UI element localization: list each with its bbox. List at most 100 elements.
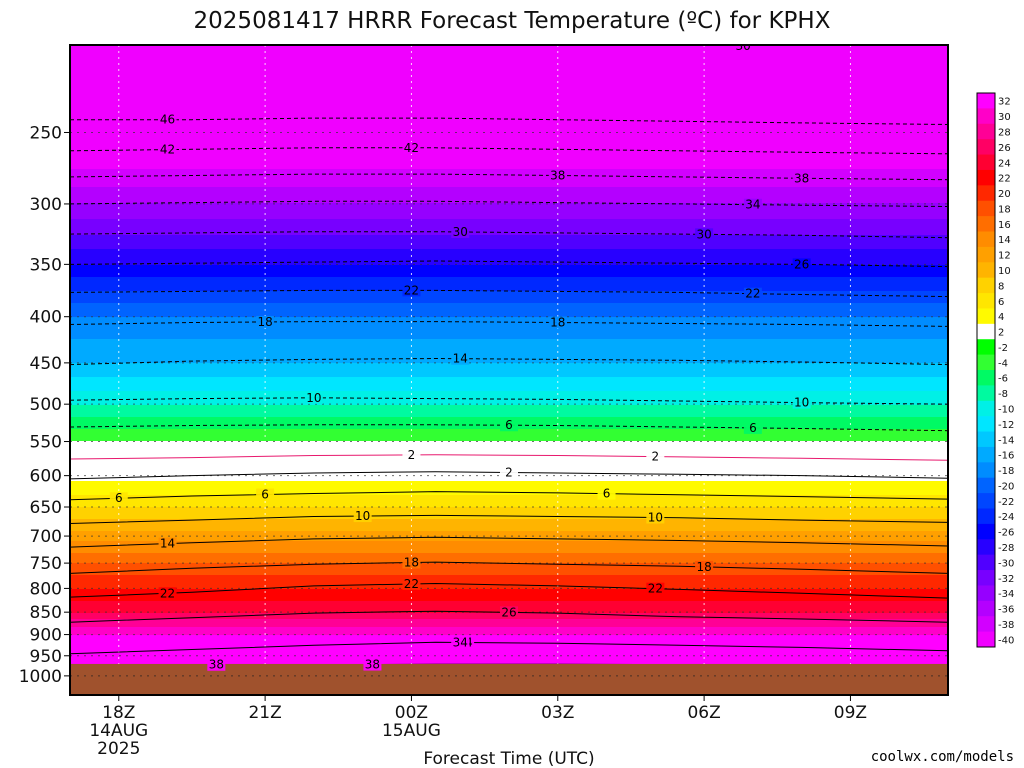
isotherm-label-text: 22: [648, 582, 663, 596]
temperature-band: [70, 289, 948, 292]
isotherm-line: [70, 117, 948, 125]
temperature-band: [70, 277, 948, 280]
temperature-band: [70, 379, 948, 382]
temperature-band: [70, 539, 948, 542]
isotherm-line: [70, 231, 948, 239]
y-tick-label: 650: [30, 498, 62, 518]
colorbar-label: -36: [998, 605, 1014, 616]
isotherm-label: 2: [500, 465, 518, 479]
isotherm-line: [70, 260, 948, 268]
colorbar-label: 20: [998, 189, 1011, 200]
colorbar-label: -24: [998, 512, 1014, 523]
isotherm-label-text: 6: [749, 421, 757, 435]
isotherm-label-bg: [743, 198, 762, 211]
temperature-band: [70, 47, 948, 50]
temperature-band: [70, 129, 948, 132]
temperature-band: [70, 397, 948, 400]
isotherm-line: [70, 454, 948, 461]
temperature-band: [70, 67, 948, 70]
temperature-band: [70, 167, 948, 170]
temperature-band: [70, 201, 948, 204]
isotherm-line: [70, 397, 948, 405]
temperature-band: [70, 347, 948, 350]
temperature-band: [70, 45, 948, 48]
isotherm-label-text: 30: [696, 227, 711, 241]
chart-title: 2025081417 HRRR Forecast Temperature (ºC…: [194, 8, 831, 34]
isotherm-line: [70, 641, 948, 655]
isotherm-line: [70, 147, 948, 155]
colorbar-swatch: [977, 477, 995, 494]
isotherm-label-bg: [451, 352, 470, 365]
isotherm-label-text: 46: [160, 113, 175, 127]
temperature-band: [70, 169, 948, 172]
isotherm-label-bg: [451, 225, 470, 238]
temperature-band: [70, 657, 948, 660]
temperature-band: [70, 61, 948, 64]
temperature-band: [70, 561, 948, 564]
temperature-band: [70, 137, 948, 140]
temperature-band: [70, 195, 948, 198]
temperature-band: [70, 73, 948, 76]
temperature-band: [70, 123, 948, 126]
temperature-band: [70, 355, 948, 358]
temperature-band: [70, 339, 948, 342]
temperature-band: [70, 301, 948, 304]
temperature-band: [70, 549, 948, 552]
isotherm-label-bg: [256, 488, 275, 501]
temperature-band: [70, 645, 948, 648]
temperature-band: [70, 235, 948, 238]
y-tick-label: 700: [30, 527, 62, 547]
temperature-band: [70, 245, 948, 248]
colorbar-swatch: [977, 616, 995, 633]
colorbar-swatch: [977, 277, 995, 294]
isotherm-label-text: 22: [745, 287, 760, 301]
temperature-band: [70, 575, 948, 578]
isotherm-label-bg: [500, 606, 518, 619]
isotherm-label-bg: [646, 582, 665, 595]
temperature-band: [70, 621, 948, 624]
temperature-band: [70, 101, 948, 104]
colorbar-label: 16: [998, 220, 1011, 231]
isotherm-label-text: 6: [115, 491, 123, 505]
y-tick-label: 800: [30, 579, 62, 599]
temperature-band: [70, 401, 948, 404]
temperature-band: [70, 625, 948, 628]
temperature-band: [70, 367, 948, 370]
temperature-band: [70, 433, 948, 436]
temperature-band: [70, 485, 948, 488]
isotherm-label-bg: [402, 448, 421, 461]
temperature-band: [70, 179, 948, 182]
temperature-band: [70, 327, 948, 330]
temperature-band: [70, 213, 948, 216]
colorbar-frame: [976, 92, 996, 648]
isotherm-label-bg: [548, 169, 567, 182]
colorbar-swatch: [977, 108, 995, 125]
temperature-band: [70, 141, 948, 144]
temperature-band: [70, 349, 948, 352]
temperature-band: [70, 525, 948, 528]
temperature-band: [70, 121, 948, 124]
isotherm-label: 10: [646, 510, 665, 524]
temperature-band: [70, 523, 948, 526]
isotherm-label: 18: [402, 555, 421, 569]
temperature-band: [70, 155, 948, 158]
colorbar-swatch: [977, 523, 995, 540]
temperature-band: [70, 79, 948, 82]
temperature-band: [70, 337, 948, 340]
temperature-band: [70, 443, 948, 446]
temperature-band: [70, 189, 948, 192]
temperature-band: [70, 209, 948, 212]
temperature-band: [70, 529, 948, 532]
temperature-band: [70, 409, 948, 412]
isotherm-label-text: 6: [505, 418, 513, 432]
x-tick-sublabel: 14AUG: [89, 721, 148, 741]
temperature-band: [70, 77, 948, 80]
isotherm-label: 6: [256, 488, 275, 502]
isotherm-label: 38: [792, 171, 811, 185]
colorbar-swatch: [977, 539, 995, 556]
colorbar-label: -2: [998, 343, 1008, 354]
temperature-band: [70, 319, 948, 322]
temperature-band: [70, 527, 948, 530]
temperature-band: [70, 507, 948, 510]
colorbar-label: -12: [998, 420, 1014, 431]
